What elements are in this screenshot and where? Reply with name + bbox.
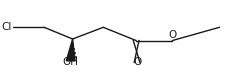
Text: O: O [133,57,141,67]
Text: OH: OH [62,57,78,67]
Polygon shape [66,39,75,61]
Text: Cl: Cl [1,22,11,32]
Text: O: O [167,30,176,40]
